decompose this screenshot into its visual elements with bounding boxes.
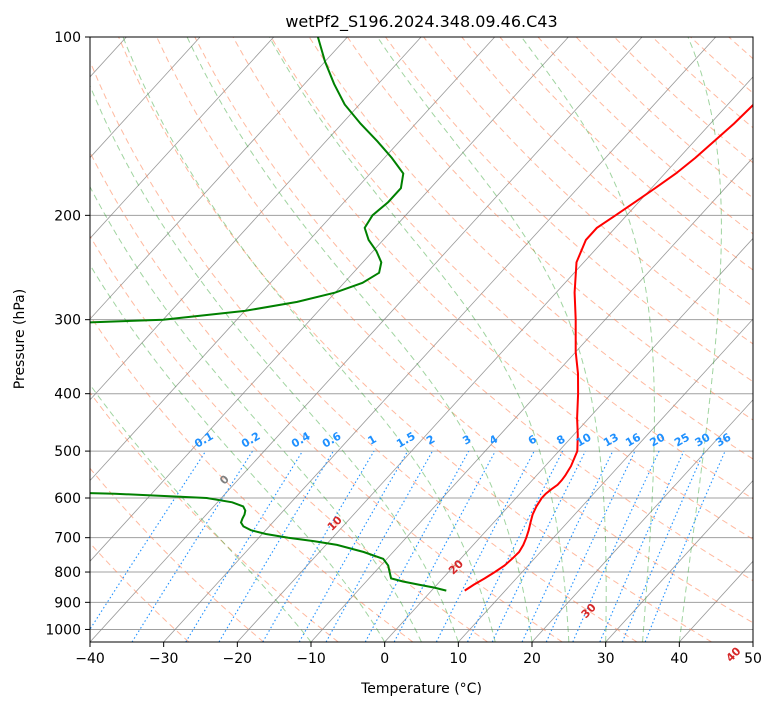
isotherm-line xyxy=(90,37,201,159)
moist-adiabat-line xyxy=(90,84,459,642)
dry-adiabat-line xyxy=(194,37,753,582)
moist-adiabat-line xyxy=(186,37,533,642)
y-tick-label: 800 xyxy=(54,565,81,581)
x-tick-label: 30 xyxy=(597,651,615,667)
isotherm-line xyxy=(90,37,275,239)
x-tick-label: 50 xyxy=(744,651,762,667)
mixing-ratio-line xyxy=(185,450,304,642)
dry-adiabat-line xyxy=(90,235,488,642)
y-tick-label: 100 xyxy=(54,30,81,46)
y-tick-label: 500 xyxy=(54,444,81,460)
x-tick-label: −10 xyxy=(296,651,326,667)
moist-adiabat-line xyxy=(122,37,496,642)
isotherm-line xyxy=(458,318,753,642)
dry-adiabat-line xyxy=(90,467,264,642)
dry-adiabat-line xyxy=(90,60,638,642)
isotherm-line xyxy=(605,479,753,642)
isotherm-line xyxy=(90,37,348,320)
y-tick-label: 400 xyxy=(54,387,81,403)
x-tick-label: 40 xyxy=(670,651,688,667)
moist-adiabat-line xyxy=(376,37,607,642)
isotherm-line xyxy=(384,237,753,642)
x-axis-label: Temperature (°C) xyxy=(360,681,482,697)
background-lines-layer xyxy=(90,37,753,642)
y-tick-label: 300 xyxy=(54,313,81,329)
y-tick-label: 1000 xyxy=(45,622,81,638)
dry-adiabat-line xyxy=(232,37,753,540)
mixing-ratio-line xyxy=(90,450,207,631)
dry-adiabat-line xyxy=(346,37,753,421)
moist-adiabat-line xyxy=(90,263,386,642)
isotherm-line xyxy=(163,37,717,642)
isotherm-line xyxy=(531,399,753,642)
y-tick-label: 200 xyxy=(54,208,81,224)
isotherm-line xyxy=(237,76,753,642)
mixing-ratio-line xyxy=(599,450,685,642)
mixing-ratio-line xyxy=(364,450,470,642)
chart-title: wetPf2_S196.2024.348.09.46.C43 xyxy=(285,12,557,32)
mixing-ratio-line xyxy=(621,450,705,642)
dry-adiabat-line xyxy=(90,542,190,642)
moist-adiabat-line xyxy=(90,383,312,642)
isotherm-line xyxy=(90,37,569,562)
dewpoint-profile-line xyxy=(90,492,447,592)
y-tick-label: 600 xyxy=(54,491,81,507)
mixing-ratio-line xyxy=(644,450,726,642)
mixing-ratio-line xyxy=(393,450,496,642)
moist-adiabat-line xyxy=(90,185,422,642)
moist-adiabat-line xyxy=(678,37,722,642)
mixing-ratio-line xyxy=(467,450,564,642)
moist-adiabat-line xyxy=(521,37,655,642)
mixing-ratio-line xyxy=(325,450,433,642)
isotherm-line xyxy=(90,37,422,401)
y-tick-label: 900 xyxy=(54,595,81,611)
data-series-layer xyxy=(90,37,753,592)
dewpoint-profile-line xyxy=(90,37,405,324)
dry-adiabat-line xyxy=(90,151,563,642)
x-tick-label: −40 xyxy=(75,651,105,667)
mixing-ratio-line xyxy=(572,450,660,642)
x-tick-label: −20 xyxy=(223,651,253,667)
axes-layer: −40 −30 −20 −10 0 10 20 30 40 50 100 200 300 400 500 60… xyxy=(45,30,762,667)
dry-adiabat-line xyxy=(270,37,753,500)
plot-frame xyxy=(89,36,754,643)
x-tick-label: 10 xyxy=(449,651,467,667)
x-tick-label: 0 xyxy=(380,651,389,667)
y-tick-label: 700 xyxy=(54,531,81,547)
isotherm-line xyxy=(90,37,643,642)
isotherm-line xyxy=(90,37,496,482)
dry-adiabat-line xyxy=(308,37,753,460)
y-axis-label: Pressure (hPa) xyxy=(12,289,28,389)
dry-adiabat-line xyxy=(118,37,712,642)
moist-adiabat-line xyxy=(268,37,570,642)
temperature-profile-line xyxy=(464,103,753,592)
x-tick-label: −30 xyxy=(149,651,179,667)
dry-adiabat-line xyxy=(156,37,753,624)
mixing-ratio-line xyxy=(131,450,254,642)
x-tick-label: 20 xyxy=(523,651,541,667)
